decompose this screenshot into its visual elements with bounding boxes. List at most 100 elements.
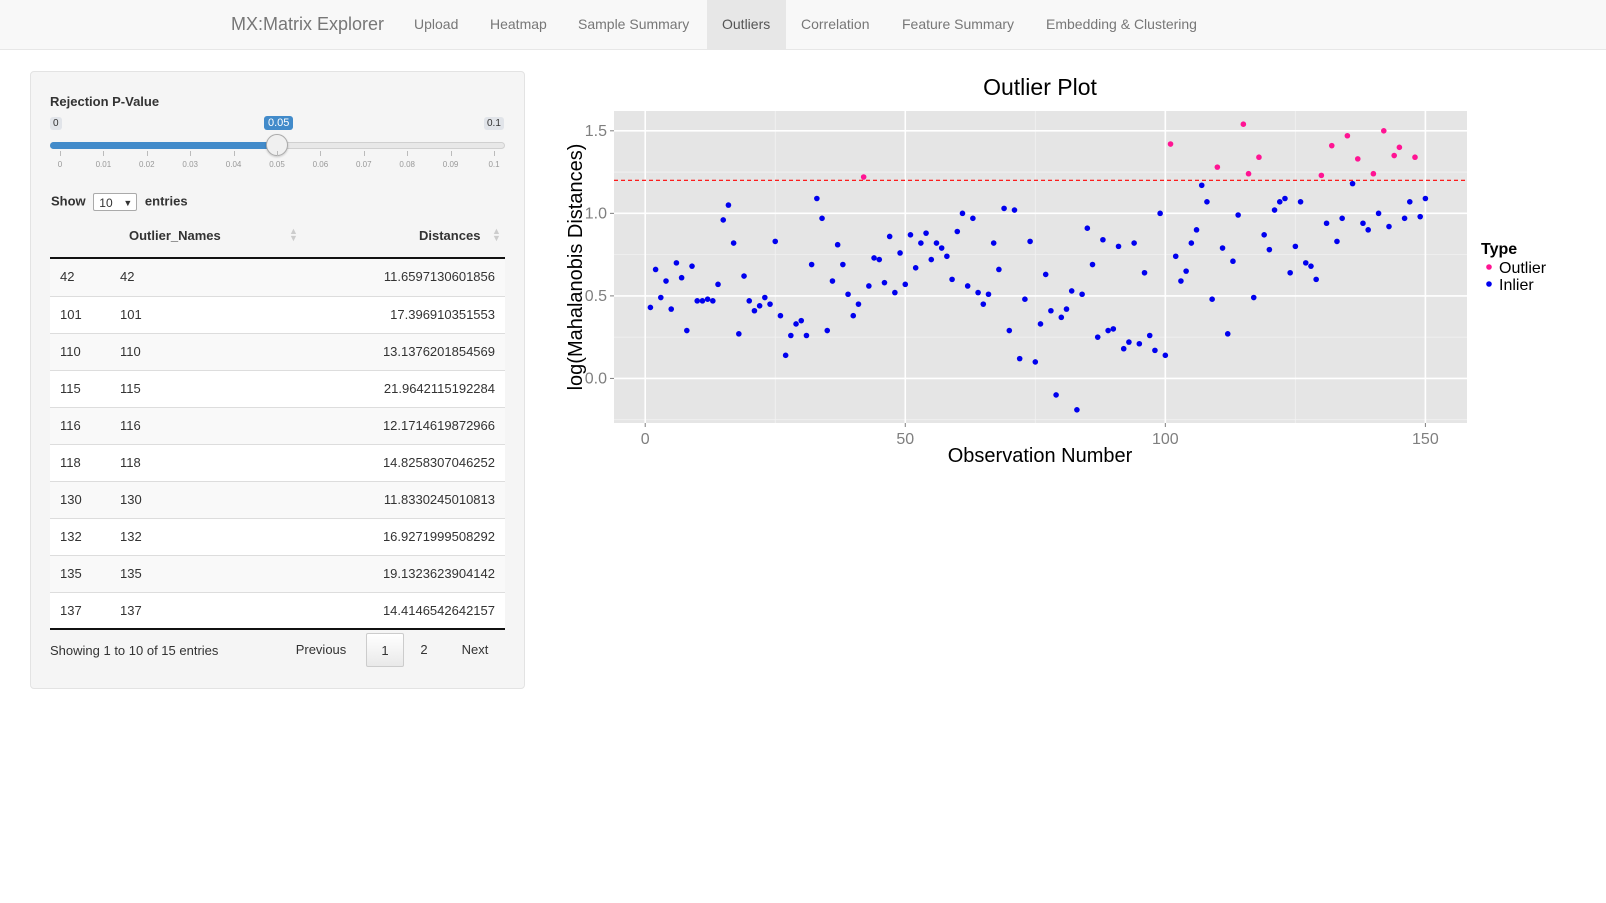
inlier-point: [850, 312, 857, 319]
table-row[interactable]: 130 130 11.8330245010813: [50, 481, 505, 518]
slider-tick-mark: [277, 151, 278, 156]
outlier-name-cell: 132: [120, 529, 142, 544]
inlier-point: [980, 301, 987, 307]
outlier-point: [1214, 164, 1221, 170]
column-header-outlier-names[interactable]: Outlier_Names: [129, 228, 221, 243]
inlier-point: [1365, 227, 1371, 233]
outlier-name-cell: 118: [120, 455, 141, 470]
inlier-point: [1276, 198, 1283, 205]
table-row[interactable]: 101 101 17.396910351553: [50, 296, 505, 333]
pagination-page-2[interactable]: 2: [420, 642, 428, 657]
slider-tick-mark: [103, 151, 105, 156]
inlier-point: [964, 283, 971, 289]
table-row[interactable]: 135 135 19.1323623904142: [50, 555, 505, 592]
inlier-point: [1063, 306, 1070, 312]
outlier-name-cell: 135: [120, 566, 142, 581]
inlier-point: [1094, 334, 1101, 340]
inlier-point: [1006, 327, 1013, 334]
page-size-control: Show 10 ▼ entries: [51, 193, 188, 211]
slider-tick-label: 0.04: [225, 160, 242, 169]
entries-label: entries: [144, 193, 188, 209]
inlier-point: [907, 232, 914, 238]
inlier-point: [782, 352, 789, 359]
table-info: Showing 1 to 10 of 15 entries: [50, 643, 219, 658]
inlier-point: [1406, 198, 1413, 205]
inlier-point: [1188, 240, 1195, 246]
table-row[interactable]: 42 42 11.6597130601856: [50, 259, 505, 296]
sort-icon[interactable]: ▲ ▼: [492, 226, 501, 243]
pagination-previous[interactable]: Previous: [295, 642, 347, 657]
table-header-rule: [50, 257, 505, 259]
inlier-point: [694, 298, 701, 304]
distance-cell: 11.8330245010813: [383, 492, 495, 507]
inlier-point: [689, 263, 695, 269]
inlier-point: [762, 294, 768, 301]
distance-cell: 13.1376201854569: [382, 344, 495, 359]
inlier-point: [845, 291, 851, 298]
tab-correlation[interactable]: Correlation: [801, 16, 870, 32]
row-index: 110: [60, 344, 81, 359]
inlier-point: [1204, 198, 1210, 205]
table-row[interactable]: 110 110 13.1376201854569: [50, 333, 505, 370]
table-row[interactable]: 132 132 16.9271999508292: [50, 518, 505, 555]
inlier-point: [855, 301, 862, 307]
tab-feature-summary[interactable]: Feature Summary: [902, 16, 1015, 32]
inlier-point: [824, 327, 831, 334]
inlier-point: [886, 233, 893, 240]
outlier-point: [1380, 128, 1387, 134]
x-axis-label: Observation Number: [948, 445, 1133, 467]
y-tick-label: 0.5: [585, 288, 607, 305]
inlier-point: [1308, 263, 1314, 269]
row-index: 101: [60, 307, 82, 322]
inlier-point: [1037, 321, 1044, 327]
inlier-point: [1089, 261, 1096, 268]
y-tick-label: 0.0: [585, 370, 607, 387]
legend-key: [1486, 281, 1492, 287]
inlier-point: [1157, 210, 1163, 217]
inlier-point: [1115, 243, 1122, 250]
legend-entry-label: Inlier: [1499, 277, 1534, 294]
column-header-distances[interactable]: Distances: [419, 228, 481, 243]
y-axis-label: log(Mahalanobis Distances): [565, 144, 587, 391]
table-footer-rule: [50, 628, 505, 630]
outlier-point: [1256, 154, 1262, 161]
tab-heatmap[interactable]: Heatmap: [490, 16, 547, 32]
inlier-point: [1172, 253, 1179, 260]
table-row[interactable]: 116 116 12.1714619872966: [50, 407, 505, 444]
pagination-page-1[interactable]: 1: [366, 633, 404, 667]
inlier-point: [1001, 205, 1007, 212]
table-row[interactable]: 137 137 14.4146542642157: [50, 592, 505, 629]
outlier-point: [1344, 132, 1351, 139]
chevron-down-icon: ▼: [123, 198, 133, 208]
inlier-point: [808, 261, 815, 268]
sort-icon[interactable]: ▲ ▼: [289, 226, 298, 243]
tab-upload[interactable]: Upload: [414, 16, 459, 32]
inlier-point: [1084, 225, 1091, 232]
inlier-point: [647, 304, 654, 311]
table-row[interactable]: 118 118 14.8258307046252: [50, 444, 505, 481]
inlier-point: [1209, 296, 1215, 302]
table-row[interactable]: 115 115 21.9642115192284: [50, 370, 505, 407]
inlier-point: [1401, 215, 1408, 222]
inlier-point: [1287, 269, 1293, 276]
tab-outliers[interactable]: Outliers: [707, 0, 786, 49]
inlier-point: [840, 261, 846, 268]
slider-tick-mark: [233, 151, 235, 156]
page-size-select[interactable]: 10 ▼: [93, 193, 138, 211]
row-index: 135: [60, 566, 82, 581]
inlier-point: [1375, 210, 1382, 217]
slider-tick-mark: [363, 151, 365, 156]
inlier-point: [1048, 307, 1054, 314]
tab-embedding-clustering[interactable]: Embedding & Clustering: [1046, 16, 1197, 32]
tab-sample-summary[interactable]: Sample Summary: [578, 16, 690, 32]
app-brand[interactable]: MX:Matrix Explorer: [231, 14, 385, 34]
pagination-next[interactable]: Next: [461, 642, 489, 657]
inlier-point: [902, 281, 909, 288]
inlier-point: [678, 274, 685, 281]
inlier-point: [658, 294, 664, 301]
inlier-point: [1297, 198, 1304, 205]
outlier-point: [1167, 141, 1174, 147]
inlier-point: [866, 283, 872, 289]
inlier-point: [668, 306, 675, 312]
slider-tick-mark: [407, 151, 409, 156]
